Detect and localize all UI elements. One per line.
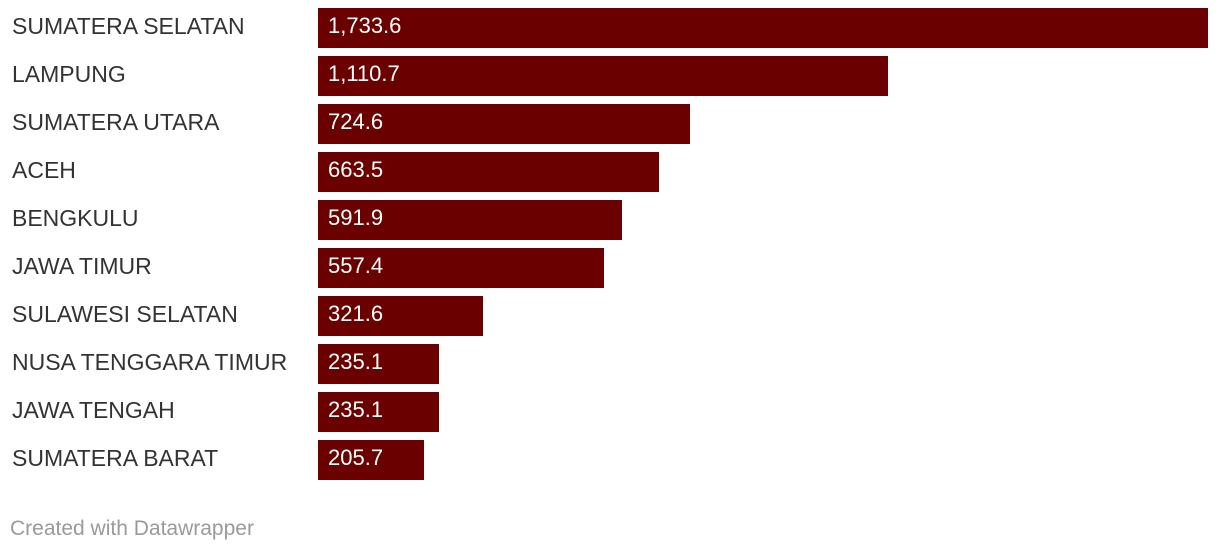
- value-label: 205.7: [328, 445, 384, 470]
- bar: 663.5: [318, 152, 659, 192]
- bar-row: BENGKULU 591.9: [0, 200, 1220, 240]
- datawrapper-credit[interactable]: Created with Datawrapper: [10, 517, 254, 540]
- category-label: SUMATERA SELATAN: [12, 13, 245, 39]
- bar: 235.1: [318, 392, 439, 432]
- bar-row: ACEH 663.5: [0, 152, 1220, 192]
- bar: 321.6: [318, 296, 483, 336]
- value-label: 1,110.7: [328, 61, 400, 86]
- bar-row: JAWA TENGAH 235.1: [0, 392, 1220, 432]
- bar: 557.4: [318, 248, 604, 288]
- bar-row: JAWA TIMUR 557.4: [0, 248, 1220, 288]
- bar: 1,733.6: [318, 8, 1208, 48]
- bar: 724.6: [318, 104, 690, 144]
- category-label: SULAWESI SELATAN: [12, 301, 238, 327]
- bar-row: SULAWESI SELATAN 321.6: [0, 296, 1220, 336]
- value-label: 663.5: [328, 157, 384, 182]
- bar: 1,110.7: [318, 56, 888, 96]
- category-label: ACEH: [12, 157, 76, 183]
- bar-chart: SUMATERA SELATAN 1,733.6 LAMPUNG 1,110.7 SUM…: [0, 8, 1220, 480]
- bar-row: LAMPUNG 1,110.7: [0, 56, 1220, 96]
- value-label: 235.1: [328, 349, 384, 374]
- bar: 205.7: [318, 440, 424, 480]
- value-label: 321.6: [328, 301, 384, 326]
- bar: 591.9: [318, 200, 622, 240]
- bar-row: SUMATERA BARAT 205.7: [0, 440, 1220, 480]
- category-label: JAWA TIMUR: [12, 253, 152, 279]
- bar: 235.1: [318, 344, 439, 384]
- category-label: SUMATERA UTARA: [12, 109, 220, 135]
- category-label: LAMPUNG: [12, 61, 126, 87]
- bar-row: SUMATERA UTARA 724.6: [0, 104, 1220, 144]
- category-label: NUSA TENGGARA TIMUR: [12, 349, 288, 375]
- value-label: 235.1: [328, 397, 384, 422]
- category-label: SUMATERA BARAT: [12, 445, 219, 471]
- value-label: 1,733.6: [328, 13, 402, 38]
- bar-row: SUMATERA SELATAN 1,733.6: [0, 8, 1220, 48]
- category-label: JAWA TENGAH: [12, 397, 175, 423]
- value-label: 557.4: [328, 253, 384, 278]
- bar-row: NUSA TENGGARA TIMUR 235.1: [0, 344, 1220, 384]
- value-label: 591.9: [328, 205, 384, 230]
- category-label: BENGKULU: [12, 205, 139, 231]
- value-label: 724.6: [328, 109, 384, 134]
